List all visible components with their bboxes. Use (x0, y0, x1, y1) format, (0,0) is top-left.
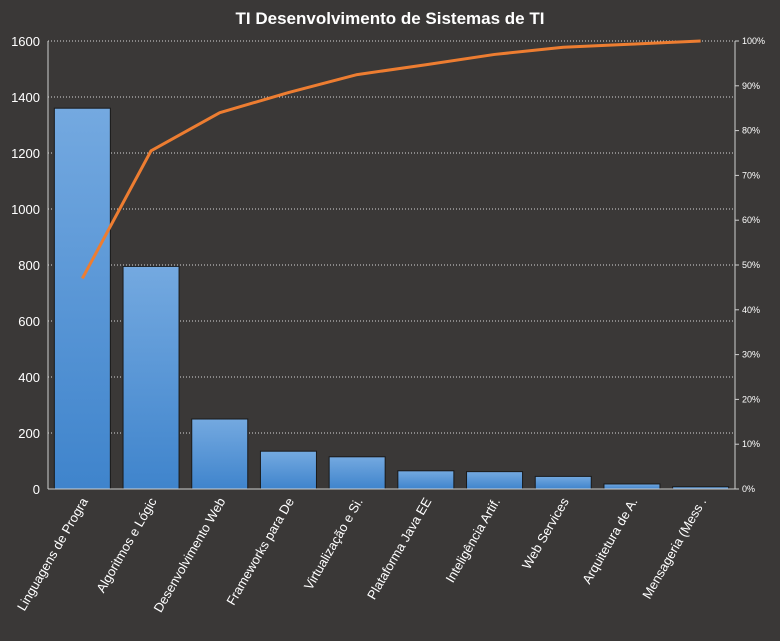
x-category-label: Arquitetura de A. (579, 495, 640, 586)
x-category-label: Inteligência Artif. (442, 495, 503, 585)
bar (466, 471, 524, 490)
y-tick-label: 1000 (11, 202, 40, 217)
x-category-label: Mensageria (Mess . (639, 495, 709, 601)
bar (53, 107, 111, 490)
bar (122, 265, 180, 490)
y-tick-label: 200 (18, 426, 40, 441)
category-labels: Linguagens de Progra Algoritmos e LógicDe… (14, 494, 709, 615)
y-tick-label: 1400 (11, 90, 40, 105)
y2-tick-label: 80% (742, 126, 760, 136)
y2-tick-label: 60% (742, 215, 760, 225)
y2-tick-label: 90% (742, 81, 760, 91)
bar (328, 456, 386, 490)
chart-title: TI Desenvolvimento de Sistemas de TI (236, 9, 545, 28)
y2-tick-label: 20% (742, 394, 760, 404)
x-category-label: Frameworks para De (223, 495, 297, 608)
x-category-label: Linguagens de Progra (14, 494, 91, 613)
bar (397, 470, 455, 490)
x-category-label: Desenvolvimento Web (150, 495, 228, 615)
y2-tick-label: 70% (742, 170, 760, 180)
bars (53, 107, 730, 490)
bar (534, 475, 592, 490)
x-category-label: Web Services (519, 495, 572, 572)
x-category-label: Algoritmos e Lógic (93, 495, 160, 596)
bar (259, 450, 317, 490)
axes: 0 200 400 600 800 1000 1200 1400 1600 0% 10% 20% 30%… (11, 34, 765, 497)
y-tick-label: 600 (18, 314, 40, 329)
y2-tick-label: 40% (742, 305, 760, 315)
x-category-label: Virtualização e Si. (301, 495, 366, 592)
x-category-label: Plataforma Java EE (364, 495, 435, 602)
y-tick-label: 1200 (11, 146, 40, 161)
bar (603, 483, 661, 490)
y2-tick-label: 0% (742, 484, 755, 494)
y-tick-label: 0 (33, 482, 40, 497)
y2-tick-label: 30% (742, 350, 760, 360)
y2-tick-label: 100% (742, 36, 765, 46)
y-tick-label: 800 (18, 258, 40, 273)
y2-tick-label: 50% (742, 260, 760, 270)
y-tick-label: 400 (18, 370, 40, 385)
y-tick-label: 1600 (11, 34, 40, 49)
bar (191, 418, 249, 490)
cumulative-percentage-line (81, 39, 701, 280)
cumulative-line (81, 39, 701, 280)
y2-tick-label: 10% (742, 439, 760, 449)
